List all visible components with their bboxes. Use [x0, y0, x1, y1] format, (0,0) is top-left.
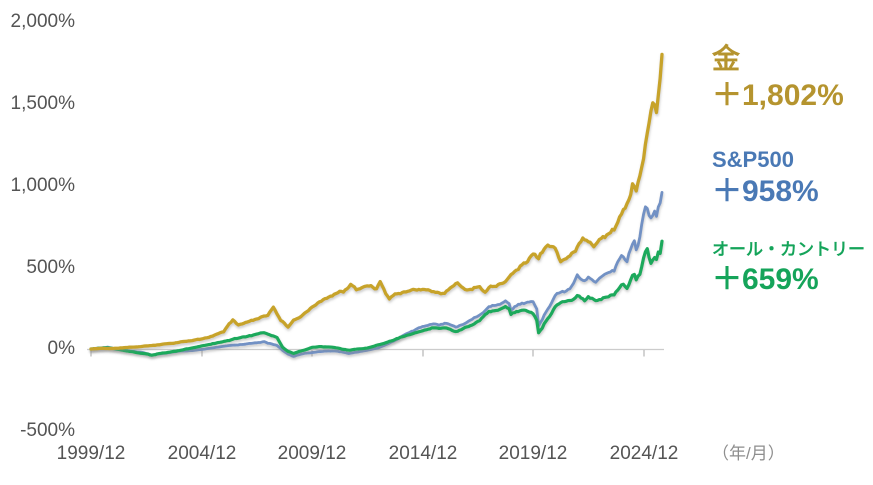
x-axis-label-1999-12: 1999/12 [56, 443, 126, 464]
y-axis-label-neg500: -500% [20, 420, 75, 441]
legend-all-country-name: オール・カントリー [712, 240, 865, 259]
x-axis-label-2024-12: 2024/12 [609, 443, 679, 464]
x-axis-unit-label: （年/月） [712, 444, 785, 463]
x-axis-label-2009-12: 2009/12 [277, 443, 347, 464]
y-axis-label-1000: 1,000% [10, 175, 75, 196]
x-axis-label-2014-12: 2014/12 [388, 443, 458, 464]
legend-gold-name: 金 [712, 43, 741, 74]
series-line-sp500 [89, 190, 664, 358]
x-axis-label-2004-12: 2004/12 [167, 443, 237, 464]
legend-gold: 金 ＋1,802% [712, 40, 844, 114]
y-axis-label-2000: 2,000% [10, 11, 75, 32]
legend-sp500: S&P500 ＋958% [712, 146, 819, 210]
y-axis-label-0: 0% [47, 338, 75, 359]
legend-sp500-value: ＋958% [712, 175, 819, 208]
legend-all-country: オール・カントリー ＋659% [712, 238, 865, 298]
series-line-gold [89, 52, 664, 351]
y-axis-label-1500: 1,500% [10, 93, 75, 114]
y-axis-label-500: 500% [26, 257, 75, 278]
series-line-all-country [89, 239, 664, 357]
legend-sp500-name: S&P500 [712, 147, 794, 172]
x-axis-label-2019-12: 2019/12 [498, 443, 568, 464]
legend-all-country-value: ＋659% [712, 263, 819, 296]
legend-gold-value: ＋1,802% [712, 79, 844, 112]
